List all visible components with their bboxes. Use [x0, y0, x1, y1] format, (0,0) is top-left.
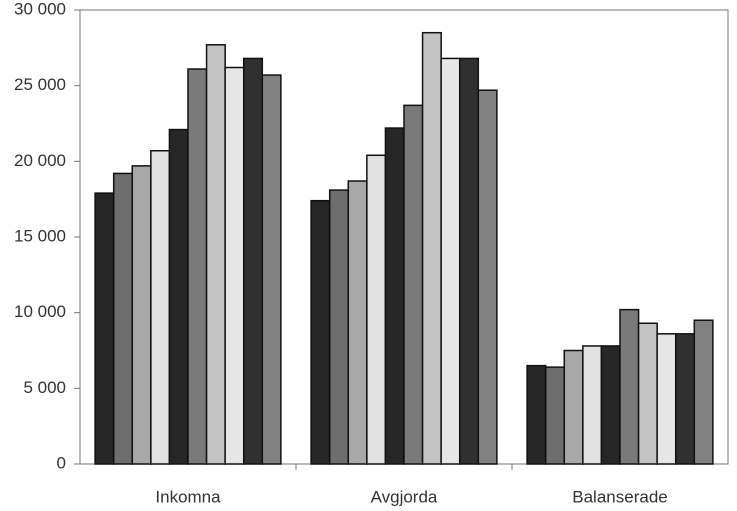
- bar: [168, 128, 189, 465]
- bar: [656, 333, 677, 465]
- y-tick-label: 20 000: [14, 151, 66, 170]
- bar: [674, 333, 696, 465]
- bar: [366, 154, 387, 465]
- bar: [458, 57, 480, 465]
- bar: [544, 366, 566, 465]
- bar: [384, 127, 405, 465]
- bar: [563, 349, 584, 465]
- bar: [582, 345, 603, 465]
- bar: [440, 57, 461, 465]
- bar: [224, 66, 245, 465]
- bar: [310, 199, 331, 465]
- bar: [347, 180, 368, 465]
- y-tick-label: 0: [57, 453, 66, 472]
- bar: [526, 364, 547, 465]
- x-tick-label: Balanserade: [572, 487, 667, 506]
- y-tick-label: 30 000: [14, 0, 66, 18]
- bar: [205, 44, 226, 465]
- bar: [477, 89, 498, 465]
- bar: [242, 57, 264, 465]
- x-tick-label: Avgjorda: [371, 487, 438, 506]
- bar: [150, 149, 171, 465]
- bar: [619, 308, 640, 465]
- bar: [637, 322, 658, 465]
- bar: [187, 68, 208, 465]
- bar: [693, 319, 714, 465]
- bar: [112, 172, 134, 465]
- bar: [261, 74, 282, 465]
- bar: [421, 31, 442, 465]
- y-tick-label: 10 000: [14, 302, 66, 321]
- bar: [131, 165, 152, 465]
- y-tick-label: 25 000: [14, 75, 66, 94]
- x-tick-label: Inkomna: [155, 487, 221, 506]
- y-tick-label: 5 000: [23, 378, 66, 397]
- y-tick-label: 15 000: [14, 226, 66, 245]
- bar: [328, 189, 350, 465]
- bar: [600, 345, 621, 465]
- bar: [94, 192, 115, 465]
- bar: [403, 104, 424, 465]
